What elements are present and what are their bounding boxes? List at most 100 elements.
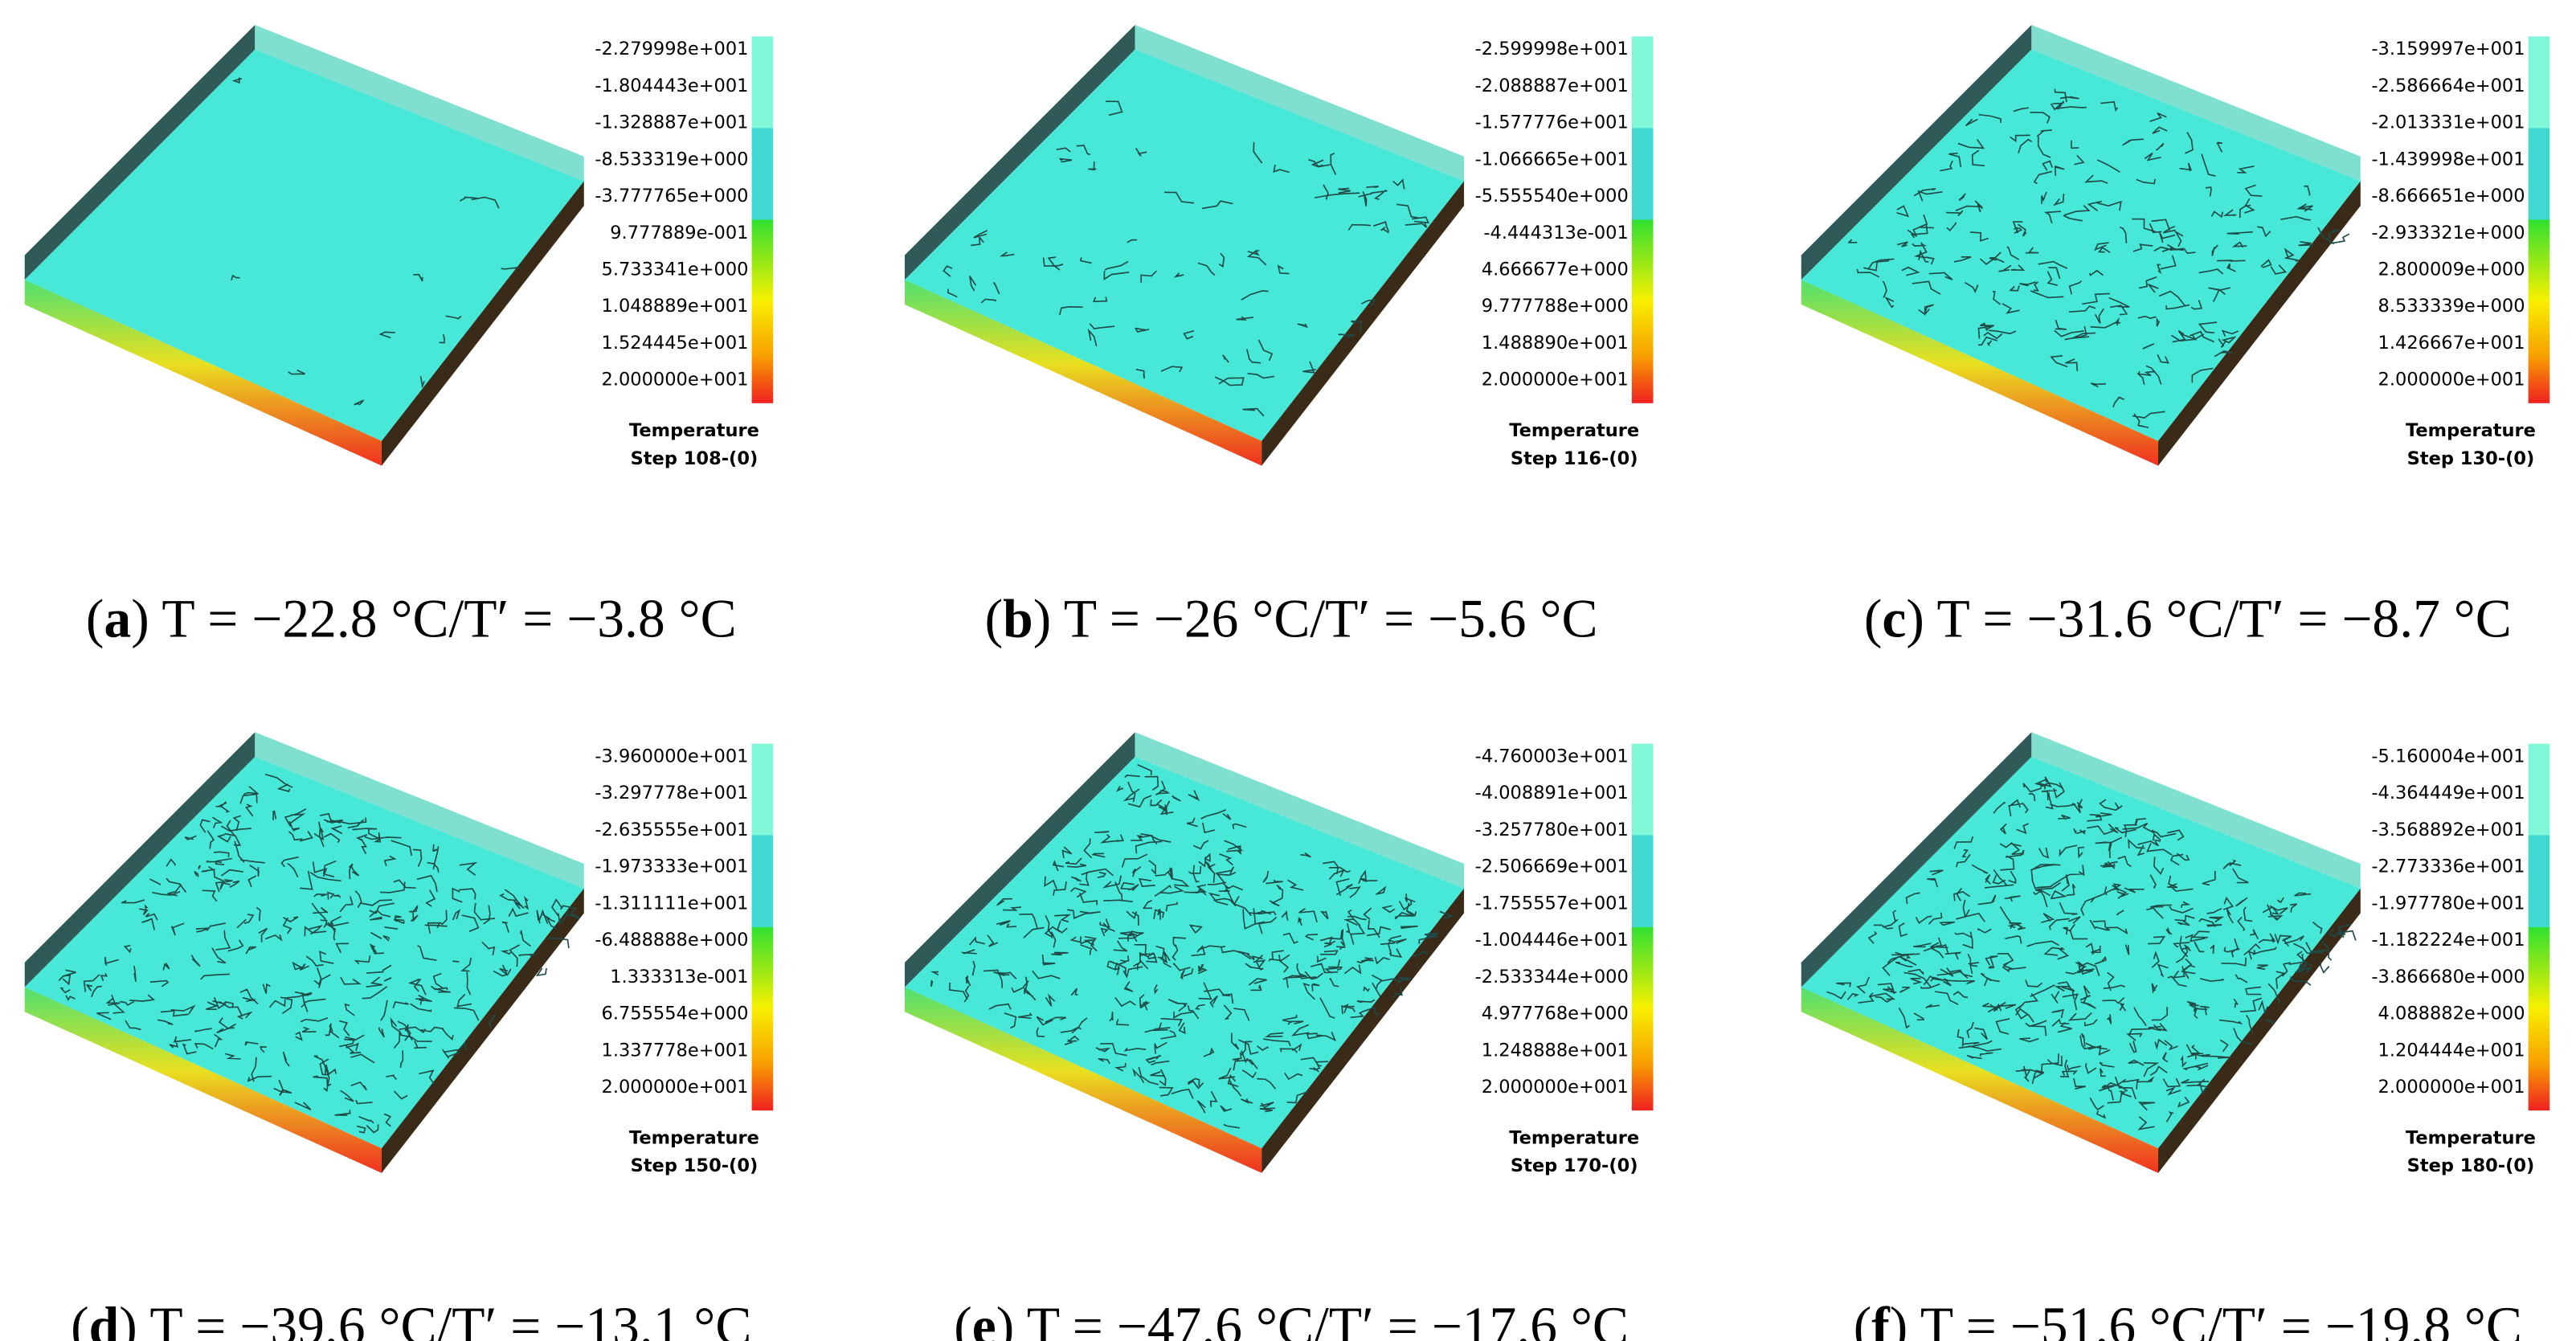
slab-top bbox=[904, 49, 1465, 441]
legend-label: -1.311111e+001 bbox=[595, 893, 748, 914]
legend-label: -2.533344e+000 bbox=[1475, 967, 1629, 987]
legend-label: -2.599998e+001 bbox=[1475, 39, 1629, 59]
legend-title: Temperature bbox=[1509, 1127, 1639, 1148]
legend-label: -3.568892e+001 bbox=[2371, 820, 2525, 840]
slab-front bbox=[24, 987, 382, 1173]
legend-label: 2.000000e+001 bbox=[2378, 370, 2525, 390]
legend-label: -8.533319e+000 bbox=[595, 149, 748, 170]
panel: -4.760003e+001 -4.008891e+001 -3.257780e+0… bbox=[904, 732, 1654, 1341]
slab-top bbox=[1801, 49, 2361, 441]
cracks bbox=[58, 773, 580, 1134]
legend-label: -2.773336e+001 bbox=[2371, 857, 2525, 877]
slab-top bbox=[1801, 756, 2361, 1149]
caption-letter: b bbox=[1003, 589, 1033, 649]
caption-text: ) T = −31.6 °C/T′ = −8.7 °C bbox=[1906, 589, 2511, 649]
legend-label: 2.800009e+000 bbox=[2378, 259, 2525, 280]
legend-label: 8.533339e+000 bbox=[2378, 296, 2525, 317]
legend-label: 1.333313e-001 bbox=[610, 967, 748, 987]
legend-step: Step 170-(0) bbox=[1511, 1155, 1638, 1176]
caption-text: ) T = −22.8 °C/T′ = −3.8 °C bbox=[131, 589, 736, 649]
caption-prefix: ( bbox=[985, 589, 1004, 649]
slab-side bbox=[381, 181, 584, 466]
caption-letter: f bbox=[1871, 1296, 1891, 1341]
panel: -2.599998e+001 -2.088887e+001 -1.577776e+0… bbox=[904, 24, 1654, 649]
legend-label: 2.000000e+001 bbox=[602, 1077, 749, 1098]
colorbar bbox=[2528, 36, 2550, 403]
legend-label: 4.666677e+000 bbox=[1482, 259, 1629, 280]
cracks bbox=[231, 77, 520, 406]
slab-rim bbox=[255, 732, 584, 889]
legend-label: -3.777765e+000 bbox=[595, 186, 748, 206]
legend-step: Step 116-(0) bbox=[1511, 448, 1638, 469]
legend-label: 4.088882e+000 bbox=[2378, 1004, 2525, 1024]
caption-prefix: ( bbox=[71, 1296, 88, 1341]
legend-label: 1.488890e+001 bbox=[1482, 333, 1629, 354]
legend-label: -1.804443e+001 bbox=[595, 76, 748, 96]
panel: -3.960000e+001 -3.297778e+001 -2.635555e+0… bbox=[24, 732, 774, 1341]
legend-label: -4.760003e+001 bbox=[1475, 746, 1629, 767]
slab-back-wall bbox=[904, 732, 1135, 987]
legend-label: -3.257780e+001 bbox=[1475, 820, 1629, 840]
legend-label: -2.279998e+001 bbox=[595, 39, 748, 59]
legend-title: Temperature bbox=[629, 420, 759, 441]
cracks bbox=[1826, 776, 2357, 1130]
cracks bbox=[942, 100, 1429, 417]
legend-title: Temperature bbox=[1509, 420, 1639, 441]
slab-top bbox=[904, 756, 1465, 1149]
legend-step: Step 130-(0) bbox=[2407, 448, 2535, 469]
caption-letter: c bbox=[1882, 589, 1906, 649]
caption-prefix: ( bbox=[954, 1296, 972, 1341]
colorbar bbox=[2528, 743, 2550, 1111]
legend-label: 2.000000e+001 bbox=[1482, 370, 1629, 390]
slab-back-wall bbox=[1801, 24, 2032, 280]
legend-label: -5.555540e+000 bbox=[1475, 186, 1629, 206]
slab-side bbox=[2157, 181, 2361, 466]
legend-label: -8.666651e+000 bbox=[2371, 186, 2525, 206]
legend-label: -1.182224e+001 bbox=[2371, 930, 2525, 951]
slab-rim bbox=[2031, 24, 2361, 182]
slab-rim bbox=[255, 24, 584, 182]
legend-label: -3.297778e+001 bbox=[595, 783, 748, 803]
legend-label: 2.000000e+001 bbox=[602, 370, 749, 390]
legend-label: -4.364449e+001 bbox=[2371, 783, 2525, 803]
caption-letter: e bbox=[972, 1296, 996, 1341]
legend-label: -2.635555e+001 bbox=[595, 820, 748, 840]
slab-front bbox=[1801, 987, 2158, 1173]
slab-back-wall bbox=[904, 24, 1135, 280]
caption-letter: a bbox=[104, 589, 131, 649]
legend-label: -1.755557e+001 bbox=[1475, 893, 1629, 914]
caption: (d) T = −39.6 °C/T′ = −13.1 °C bbox=[71, 1296, 751, 1341]
legend-label: -2.013331e+001 bbox=[2371, 112, 2525, 133]
legend-label: 2.000000e+001 bbox=[2378, 1077, 2525, 1098]
colorbar bbox=[1631, 36, 1654, 403]
caption-prefix: ( bbox=[86, 589, 104, 649]
legend-title: Temperature bbox=[629, 1127, 759, 1148]
caption-prefix: ( bbox=[1854, 1296, 1871, 1341]
colorbar bbox=[751, 36, 774, 403]
legend-label: -1.977780e+001 bbox=[2371, 893, 2525, 914]
slab-side bbox=[1261, 888, 1465, 1173]
legend-label: 1.337778e+001 bbox=[602, 1040, 749, 1061]
legend-label: 9.777889e-001 bbox=[610, 223, 748, 243]
caption-text: ) T = −39.6 °C/T′ = −13.1 °C bbox=[119, 1296, 751, 1341]
slab-front bbox=[24, 280, 382, 466]
caption: (f) T = −51.6 °C/T′ = −19.8 °C bbox=[1854, 1296, 2522, 1341]
caption-letter: d bbox=[89, 1296, 120, 1341]
slab-rim bbox=[1135, 24, 1465, 182]
legend-label: 1.204444e+001 bbox=[2378, 1040, 2525, 1061]
panel: -2.279998e+001 -1.804443e+001 -1.328887e+0… bbox=[24, 24, 774, 649]
colorbar bbox=[751, 743, 774, 1111]
slab-front bbox=[904, 280, 1262, 466]
legend-label: -1.973333e+001 bbox=[595, 857, 748, 877]
legend-label: -2.933321e+000 bbox=[2371, 223, 2525, 243]
legend-label: 1.524445e+001 bbox=[602, 333, 749, 354]
slab-top bbox=[24, 756, 584, 1149]
slab-side bbox=[381, 888, 584, 1173]
legend-label: 1.048889e+001 bbox=[602, 296, 749, 317]
legend-label: -3.159997e+001 bbox=[2371, 39, 2525, 59]
panel: -5.160004e+001 -4.364449e+001 -3.568892e+0… bbox=[1801, 732, 2550, 1341]
legend-label: 2.000000e+001 bbox=[1482, 1077, 1629, 1098]
cracks bbox=[930, 764, 1454, 1129]
caption-prefix: ( bbox=[1864, 589, 1883, 649]
slab-front bbox=[1801, 280, 2158, 466]
